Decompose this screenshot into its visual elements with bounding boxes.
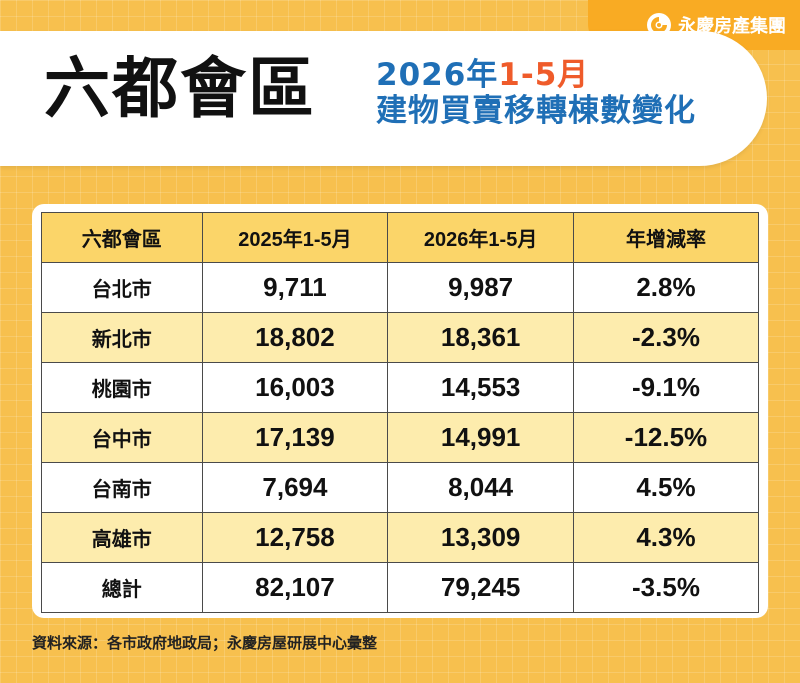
page-subtitle: 2026年1-5月 建物買賣移轉棟數變化 — [376, 57, 696, 129]
cell-2026: 14,991 — [387, 412, 574, 463]
cell-2025: 82,107 — [201, 562, 389, 613]
header-banner — [0, 31, 767, 166]
table-row: 台中市 17,139 14,991 -12.5% — [41, 412, 760, 463]
cell-2025: 17,139 — [201, 412, 389, 463]
cell-2025: 12,758 — [201, 512, 389, 563]
cell-2026: 18,361 — [387, 312, 574, 363]
cell-2025: 9,711 — [201, 262, 389, 313]
table-row: 高雄市 12,758 13,309 4.3% — [41, 512, 760, 563]
cell-yoy: 4.3% — [572, 512, 760, 563]
cell-2025: 7,694 — [201, 462, 389, 513]
cell-2026: 79,245 — [387, 562, 574, 613]
cell-2026: 8,044 — [387, 462, 574, 513]
cell-2026: 14,553 — [387, 362, 574, 413]
cell-yoy: -12.5% — [572, 412, 760, 463]
subtitle-year: 2026年 — [376, 57, 499, 93]
cell-yoy: -3.5% — [572, 562, 760, 613]
cell-region: 新北市 — [41, 312, 203, 363]
data-table: 六都會區 2025年1-5月 2026年1-5月 年增減率 台北市 9,711 … — [41, 212, 760, 613]
cell-2025: 18,802 — [201, 312, 389, 363]
cell-yoy: -9.1% — [572, 362, 760, 413]
cell-region: 台中市 — [41, 412, 203, 463]
table-row-total: 總計 82,107 79,245 -3.5% — [41, 562, 760, 613]
source-note: 資料來源：各市政府地政局；永慶房屋研展中心彙整 — [32, 634, 378, 652]
table-row: 桃園市 16,003 14,553 -9.1% — [41, 362, 760, 413]
cell-yoy: 4.5% — [572, 462, 760, 513]
cell-2026: 13,309 — [387, 512, 574, 563]
column-header-2026: 2026年1-5月 — [387, 212, 574, 263]
cell-region: 台南市 — [41, 462, 203, 513]
subtitle-line2: 建物買賣移轉棟數變化 — [376, 92, 696, 129]
page-title: 六都會區 — [44, 50, 316, 127]
cell-region: 桃園市 — [41, 362, 203, 413]
table-header-row: 六都會區 2025年1-5月 2026年1-5月 年增減率 — [41, 212, 760, 263]
cell-region: 總計 — [41, 562, 203, 613]
cell-2026: 9,987 — [387, 262, 574, 313]
column-header-yoy: 年增減率 — [572, 212, 760, 263]
cell-yoy: 2.8% — [572, 262, 760, 313]
table-row: 台北市 9,711 9,987 2.8% — [41, 262, 760, 313]
column-header-2025: 2025年1-5月 — [201, 212, 389, 263]
cell-yoy: -2.3% — [572, 312, 760, 363]
table-row: 台南市 7,694 8,044 4.5% — [41, 462, 760, 513]
column-header-region: 六都會區 — [41, 212, 203, 263]
cell-2025: 16,003 — [201, 362, 389, 413]
cell-region: 台北市 — [41, 262, 203, 313]
table-row: 新北市 18,802 18,361 -2.3% — [41, 312, 760, 363]
cell-region: 高雄市 — [41, 512, 203, 563]
subtitle-range: 1-5月 — [498, 57, 590, 93]
